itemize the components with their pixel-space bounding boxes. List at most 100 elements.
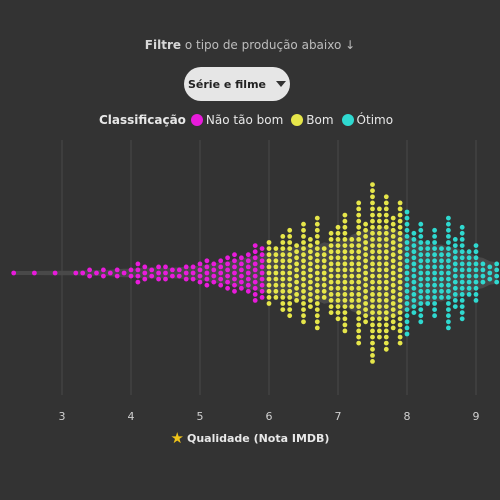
data-point <box>404 331 410 337</box>
data-point <box>370 212 375 218</box>
data-point <box>335 261 341 267</box>
data-point <box>411 310 417 315</box>
data-point <box>335 249 341 255</box>
data-point <box>363 258 368 264</box>
data-point <box>287 307 293 312</box>
data-point <box>418 276 424 282</box>
filter-prefix: Filtre <box>144 38 182 52</box>
data-point <box>363 270 368 276</box>
data-point <box>314 319 320 325</box>
filter-instruction: Filtre o tipo de produção abaixo ↓ <box>0 38 500 52</box>
x-tick-label: 5 <box>197 410 204 423</box>
data-point <box>204 270 210 276</box>
data-point <box>370 206 375 212</box>
data-point <box>404 313 410 319</box>
data-point <box>135 267 141 273</box>
data-point <box>377 298 382 303</box>
legend-item-nao-tao-bom[interactable]: Não tão bom <box>190 113 283 127</box>
data-point <box>432 258 437 264</box>
data-point <box>321 282 327 288</box>
data-point <box>349 255 355 261</box>
data-point <box>390 313 396 319</box>
data-point <box>197 267 203 273</box>
data-point <box>390 221 396 227</box>
data-point <box>308 261 313 267</box>
data-point <box>363 307 368 312</box>
x-tick-label: 6 <box>266 410 273 423</box>
data-point <box>370 243 375 249</box>
data-point <box>404 295 410 300</box>
data-point <box>446 319 451 325</box>
data-point <box>473 273 479 279</box>
data-point <box>128 273 134 279</box>
data-point <box>190 270 196 276</box>
data-point <box>252 279 258 285</box>
data-point <box>383 249 389 255</box>
data-point <box>459 273 465 279</box>
data-point <box>328 304 334 309</box>
data-point <box>418 234 424 239</box>
data-point <box>404 276 410 282</box>
data-point <box>218 276 224 282</box>
data-point <box>328 237 334 242</box>
data-point <box>239 273 244 279</box>
data-point <box>370 237 375 242</box>
data-point <box>211 279 217 285</box>
data-point <box>342 328 348 334</box>
data-point <box>342 243 348 249</box>
data-point <box>397 243 403 249</box>
x-axis-title: ★ Qualidade (Nota IMDB) <box>0 431 500 446</box>
data-point <box>356 243 362 249</box>
data-point <box>156 276 162 282</box>
data-point <box>397 200 403 206</box>
data-point <box>280 295 286 300</box>
data-point <box>404 301 410 306</box>
data-point <box>446 288 451 294</box>
legend-item-otimo[interactable]: Ótimo <box>341 113 393 127</box>
data-point <box>273 258 279 264</box>
data-point <box>349 267 355 273</box>
data-point <box>349 261 355 267</box>
data-point <box>142 264 148 270</box>
data-point <box>356 340 362 346</box>
data-point <box>259 295 265 300</box>
data-point <box>321 270 327 276</box>
data-point <box>266 288 272 294</box>
data-point <box>363 276 368 282</box>
production-type-dropdown[interactable]: Série e filme <box>184 67 290 101</box>
data-point <box>280 288 286 294</box>
data-point <box>397 340 403 346</box>
data-point <box>342 218 348 224</box>
data-point <box>377 218 382 224</box>
data-point <box>259 252 265 258</box>
data-point <box>370 182 375 188</box>
data-point <box>218 270 224 276</box>
data-point <box>377 279 382 285</box>
legend-item-bom[interactable]: Bom <box>291 113 334 127</box>
data-point <box>225 285 231 291</box>
data-point <box>197 279 203 285</box>
data-point <box>473 243 479 249</box>
data-point <box>301 295 306 300</box>
data-point <box>397 273 403 279</box>
data-point <box>466 261 472 267</box>
data-point <box>259 258 265 264</box>
data-point <box>280 264 286 270</box>
data-point <box>176 267 182 273</box>
data-point <box>404 288 410 294</box>
data-point <box>342 292 348 297</box>
data-point <box>363 301 368 306</box>
data-point <box>183 270 189 276</box>
data-point <box>425 270 431 276</box>
legend-swatch <box>291 114 304 126</box>
chevron-down-icon <box>276 81 286 87</box>
data-point <box>232 276 237 282</box>
data-point <box>480 267 486 273</box>
data-point <box>73 270 79 276</box>
data-point <box>245 270 251 276</box>
data-point <box>301 282 306 288</box>
data-point <box>446 264 451 270</box>
data-point <box>439 288 444 294</box>
data-point <box>245 288 251 294</box>
data-point <box>245 276 251 282</box>
